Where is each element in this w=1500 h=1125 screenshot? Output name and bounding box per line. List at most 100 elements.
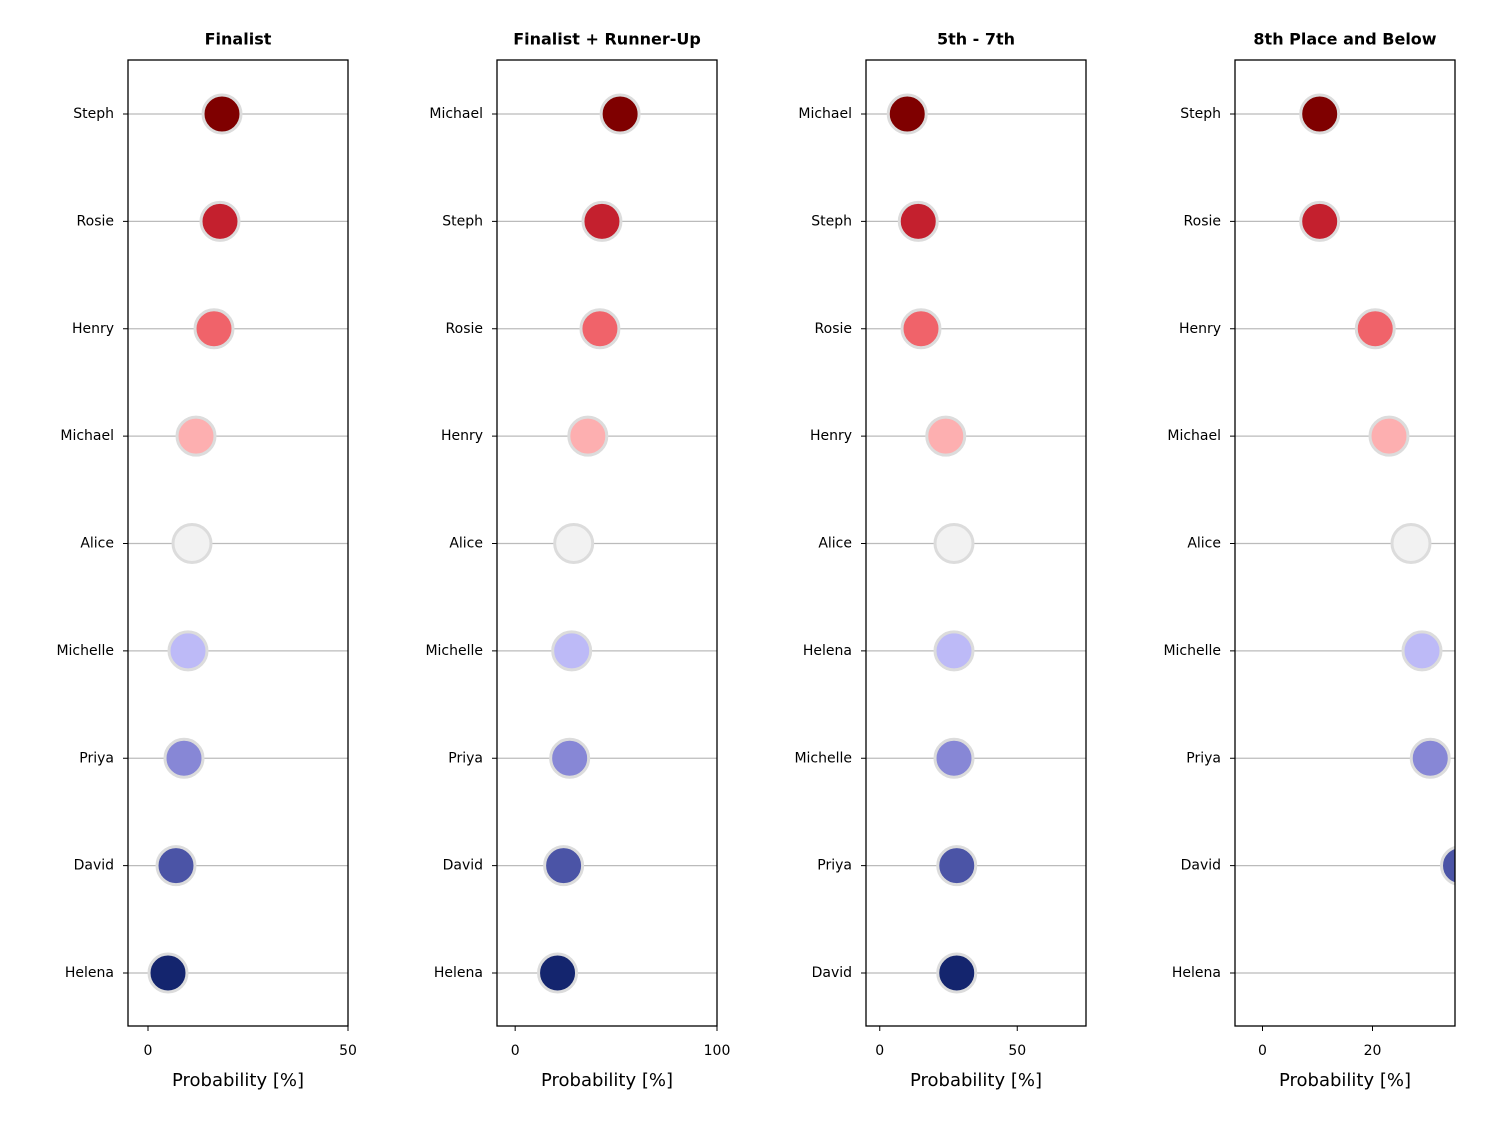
dot: [897, 200, 939, 242]
subplot: 8th Place and Below Steph Rosie Henry Michae…: [1163, 30, 1456, 1091]
y-tick-label: Alice: [1187, 536, 1221, 552]
dot: [567, 415, 609, 457]
subplot: Finalist Steph Rosie Henry Michael Alice Miche…: [56, 30, 356, 1092]
y-tick-label: Steph: [1180, 106, 1221, 122]
y-tick-label: Priya: [448, 750, 483, 766]
dots: [1299, 93, 1455, 886]
dot: [551, 630, 593, 672]
dot: [1409, 737, 1451, 779]
dot: [201, 93, 243, 135]
y-tick-label: Priya: [79, 750, 114, 766]
dot: [147, 952, 189, 994]
y-tick-label: David: [812, 965, 852, 981]
subplot-title: 5th - 7th: [937, 30, 1015, 49]
dot: [886, 93, 928, 135]
y-tick-label: Helena: [803, 643, 852, 659]
dots: [147, 93, 243, 994]
dot: [1440, 845, 1455, 886]
dot: [163, 737, 205, 779]
axes-frame: [1234, 59, 1456, 1027]
dot: [933, 737, 975, 779]
dot: [936, 845, 978, 887]
dot: [537, 952, 579, 994]
x-tick-label: 0: [875, 1043, 884, 1059]
x-axis-label: Probability [%]: [541, 1070, 673, 1091]
y-tick-label: Priya: [1186, 750, 1221, 766]
y-tick-label: Michael: [798, 106, 852, 122]
y-tick-label: Rosie: [77, 213, 114, 229]
y-tick-label: Michelle: [56, 643, 114, 659]
dot: [936, 952, 978, 994]
y-tick-label: Helena: [1172, 965, 1221, 981]
y-tick-label: Priya: [817, 858, 852, 874]
dot: [1354, 308, 1396, 350]
y-tick-label: Michael: [429, 106, 483, 122]
subplot-title: 8th Place and Below: [1253, 30, 1436, 49]
dots: [886, 93, 978, 994]
y-tick-label: Michelle: [1163, 643, 1221, 659]
y-tick-label: Michelle: [794, 750, 852, 766]
dots: [537, 93, 641, 994]
x-tick-label: 0: [511, 1043, 520, 1059]
x-axis-label: Probability [%]: [1279, 1070, 1411, 1091]
dot: [1299, 200, 1341, 242]
axes-frame: [496, 59, 718, 1027]
x-tick-label: 100: [704, 1043, 731, 1059]
x-tick-label: 50: [1008, 1043, 1026, 1059]
y-tick-label: Henry: [1179, 321, 1221, 337]
subplot-title: Finalist: [205, 30, 272, 49]
y-tick-label: David: [74, 858, 114, 874]
y-tick-label: Rosie: [815, 321, 852, 337]
y-tick-label: David: [443, 858, 483, 874]
x-tick-label: 50: [339, 1043, 357, 1059]
y-tick-label: Henry: [810, 428, 852, 444]
dot: [933, 523, 975, 564]
dot: [933, 630, 975, 672]
y-tick-label: Helena: [434, 965, 483, 981]
y-tick-label: Rosie: [446, 321, 483, 337]
subplot-title: Finalist + Runner-Up: [513, 30, 701, 49]
y-tick-label: Michael: [60, 428, 114, 444]
y-tick-label: David: [1181, 858, 1221, 874]
dot: [543, 845, 585, 887]
subplot: Finalist + Runner-Up Michael Steph Rosie Hen…: [425, 30, 730, 1092]
y-tick-label: Rosie: [1184, 213, 1221, 229]
y-tick-label: Alice: [449, 536, 483, 552]
dot: [193, 308, 235, 350]
dot: [579, 308, 621, 350]
dot: [581, 200, 623, 242]
y-tick-label: Helena: [65, 965, 114, 981]
x-axis-label: Probability [%]: [910, 1070, 1042, 1091]
x-tick-label: 0: [144, 1043, 153, 1059]
dot: [1368, 415, 1410, 457]
dot: [1401, 630, 1443, 672]
dot: [900, 308, 942, 350]
axes-frame: [127, 59, 349, 1027]
dot: [175, 415, 217, 457]
dot: [549, 737, 591, 779]
subplot: 5th - 7th Michael Steph Rosie Henry Alice Hele…: [794, 30, 1087, 1091]
x-tick-label: 20: [1364, 1043, 1382, 1059]
y-tick-label: Alice: [80, 536, 114, 552]
y-tick-label: Michelle: [425, 643, 483, 659]
y-tick-label: Steph: [811, 213, 852, 229]
x-tick-label: 0: [1258, 1043, 1267, 1059]
axes-frame: [865, 59, 1087, 1027]
x-axis-label: Probability [%]: [172, 1070, 304, 1091]
y-tick-label: Henry: [72, 321, 114, 337]
dot: [599, 93, 641, 135]
y-tick-label: Alice: [818, 536, 852, 552]
dot: [553, 523, 595, 564]
y-tick-label: Michael: [1167, 428, 1221, 444]
dot: [199, 200, 241, 242]
dot: [1390, 523, 1432, 564]
dot: [925, 415, 967, 457]
y-tick-label: Henry: [441, 428, 483, 444]
dot: [167, 630, 209, 672]
y-tick-label: Steph: [73, 106, 114, 122]
dot: [171, 523, 213, 564]
dot: [155, 845, 197, 887]
y-tick-label: Steph: [442, 213, 483, 229]
dot: [1299, 93, 1341, 135]
